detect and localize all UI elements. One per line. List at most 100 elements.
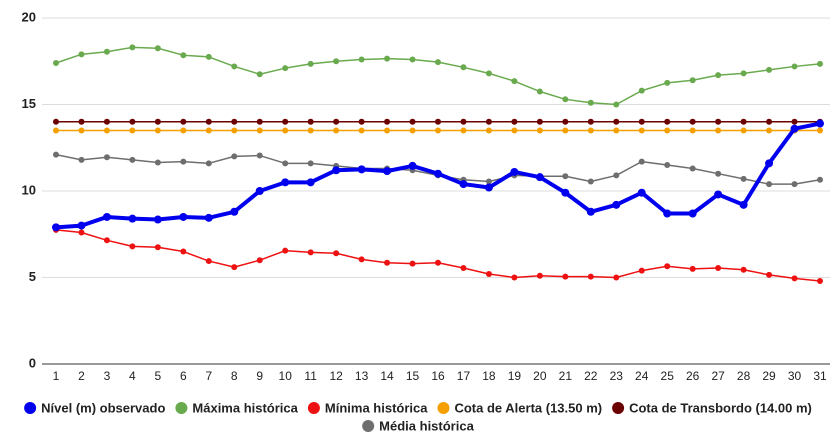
data-point xyxy=(791,63,798,70)
data-point xyxy=(638,158,645,165)
data-point xyxy=(307,60,314,67)
data-point xyxy=(817,176,823,183)
y-tick-label: 15 xyxy=(22,96,36,111)
legend-label: Nível (m) observado xyxy=(41,400,165,415)
data-point xyxy=(587,127,594,134)
x-tick-label: 7 xyxy=(205,369,212,383)
data-point xyxy=(180,52,187,59)
data-point xyxy=(384,118,391,125)
data-point xyxy=(52,223,60,232)
legend-item: Mínima histórica xyxy=(307,400,428,415)
data-point xyxy=(53,127,59,134)
data-point xyxy=(53,59,59,66)
data-point xyxy=(281,178,290,187)
data-point xyxy=(740,127,747,134)
data-point xyxy=(154,244,161,251)
data-point xyxy=(307,160,314,167)
data-point xyxy=(484,183,493,192)
data-point xyxy=(791,118,798,125)
data-point xyxy=(231,264,238,271)
x-tick-label: 29 xyxy=(762,369,776,383)
data-point xyxy=(613,274,620,281)
x-tick-label: 16 xyxy=(431,369,445,383)
data-point xyxy=(536,127,543,134)
data-point xyxy=(205,118,212,125)
data-point xyxy=(638,118,645,125)
legend-swatch xyxy=(307,402,320,414)
data-point xyxy=(128,214,137,223)
y-tick-label: 0 xyxy=(29,355,36,370)
x-tick-label: 12 xyxy=(329,369,343,383)
data-point xyxy=(638,267,645,274)
data-point xyxy=(103,48,110,55)
x-tick-label: 22 xyxy=(584,369,598,383)
data-point xyxy=(434,169,442,178)
data-point xyxy=(689,165,696,172)
data-point xyxy=(715,170,722,177)
data-point xyxy=(790,124,799,133)
data-point xyxy=(740,70,747,77)
data-point xyxy=(689,77,696,84)
data-point xyxy=(358,56,365,63)
data-point xyxy=(78,229,85,236)
data-point xyxy=(765,159,774,168)
data-point xyxy=(205,258,212,265)
x-tick-label: 9 xyxy=(256,369,263,383)
data-point xyxy=(485,127,492,134)
data-point xyxy=(766,127,773,134)
data-point xyxy=(536,118,543,125)
series xyxy=(53,226,823,284)
legend-item: Média histórica xyxy=(362,418,475,433)
data-point xyxy=(384,259,391,266)
data-point xyxy=(435,59,441,66)
x-tick-label: 8 xyxy=(231,369,238,383)
data-point xyxy=(154,45,161,52)
x-tick-label: 21 xyxy=(559,369,573,383)
data-point xyxy=(740,266,747,273)
data-point xyxy=(638,127,645,134)
data-point xyxy=(586,207,595,216)
series xyxy=(53,44,823,108)
data-point xyxy=(587,118,594,125)
y-tick-label: 10 xyxy=(22,182,36,197)
data-point xyxy=(357,165,366,174)
data-point xyxy=(766,271,773,278)
data-point xyxy=(180,158,187,165)
data-point xyxy=(485,70,492,77)
x-tick-label: 10 xyxy=(279,369,293,383)
data-point xyxy=(536,272,543,279)
legend-label: Cota de Transbordo (14.00 m) xyxy=(629,400,812,415)
data-point xyxy=(409,56,416,63)
x-tick-label: 19 xyxy=(508,369,522,383)
data-point xyxy=(103,127,110,134)
x-tick-label: 30 xyxy=(788,369,802,383)
data-point xyxy=(180,118,187,125)
data-point xyxy=(637,188,646,197)
data-point xyxy=(664,263,671,270)
data-point xyxy=(715,127,722,134)
data-point xyxy=(435,118,441,125)
data-point xyxy=(562,118,569,125)
data-point xyxy=(817,277,823,284)
data-point xyxy=(230,207,239,216)
legend-swatch xyxy=(24,402,37,414)
data-point xyxy=(715,264,722,271)
data-point xyxy=(282,127,289,134)
data-point xyxy=(511,274,518,281)
data-point xyxy=(715,118,722,125)
data-point xyxy=(180,248,187,255)
data-point xyxy=(739,200,748,209)
data-point xyxy=(78,118,85,125)
data-point xyxy=(664,79,671,86)
x-tick-label: 14 xyxy=(380,369,394,383)
legend-swatch xyxy=(437,402,450,414)
y-tick-label: 20 xyxy=(22,9,36,24)
data-point xyxy=(53,118,59,125)
data-point xyxy=(103,237,110,244)
data-point xyxy=(358,256,365,263)
data-point xyxy=(307,249,314,256)
data-point xyxy=(282,247,289,254)
data-point xyxy=(664,118,671,125)
data-point xyxy=(587,178,594,185)
x-tick-label: 3 xyxy=(104,369,111,383)
